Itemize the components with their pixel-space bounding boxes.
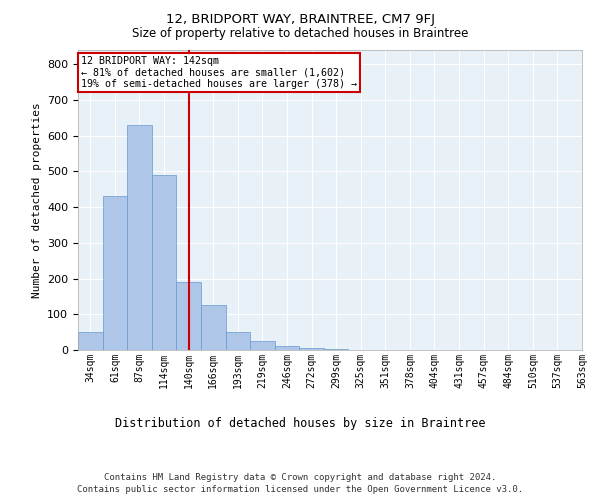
Bar [176, 282, 201, 350]
Y-axis label: Number of detached properties: Number of detached properties [32, 102, 41, 298]
Bar [201, 306, 226, 350]
Bar [250, 341, 275, 350]
Text: 12 BRIDPORT WAY: 142sqm
← 81% of detached houses are smaller (1,602)
19% of semi: 12 BRIDPORT WAY: 142sqm ← 81% of detache… [80, 56, 356, 89]
Bar [78, 332, 103, 350]
Text: Contains public sector information licensed under the Open Government Licence v3: Contains public sector information licen… [77, 485, 523, 494]
Bar [299, 348, 324, 350]
Bar [152, 175, 176, 350]
Bar [275, 346, 299, 350]
Bar [103, 196, 127, 350]
Text: Distribution of detached houses by size in Braintree: Distribution of detached houses by size … [115, 418, 485, 430]
Bar [127, 125, 152, 350]
Text: 12, BRIDPORT WAY, BRAINTREE, CM7 9FJ: 12, BRIDPORT WAY, BRAINTREE, CM7 9FJ [166, 12, 434, 26]
Bar [226, 332, 250, 350]
Text: Size of property relative to detached houses in Braintree: Size of property relative to detached ho… [132, 28, 468, 40]
Text: Contains HM Land Registry data © Crown copyright and database right 2024.: Contains HM Land Registry data © Crown c… [104, 472, 496, 482]
